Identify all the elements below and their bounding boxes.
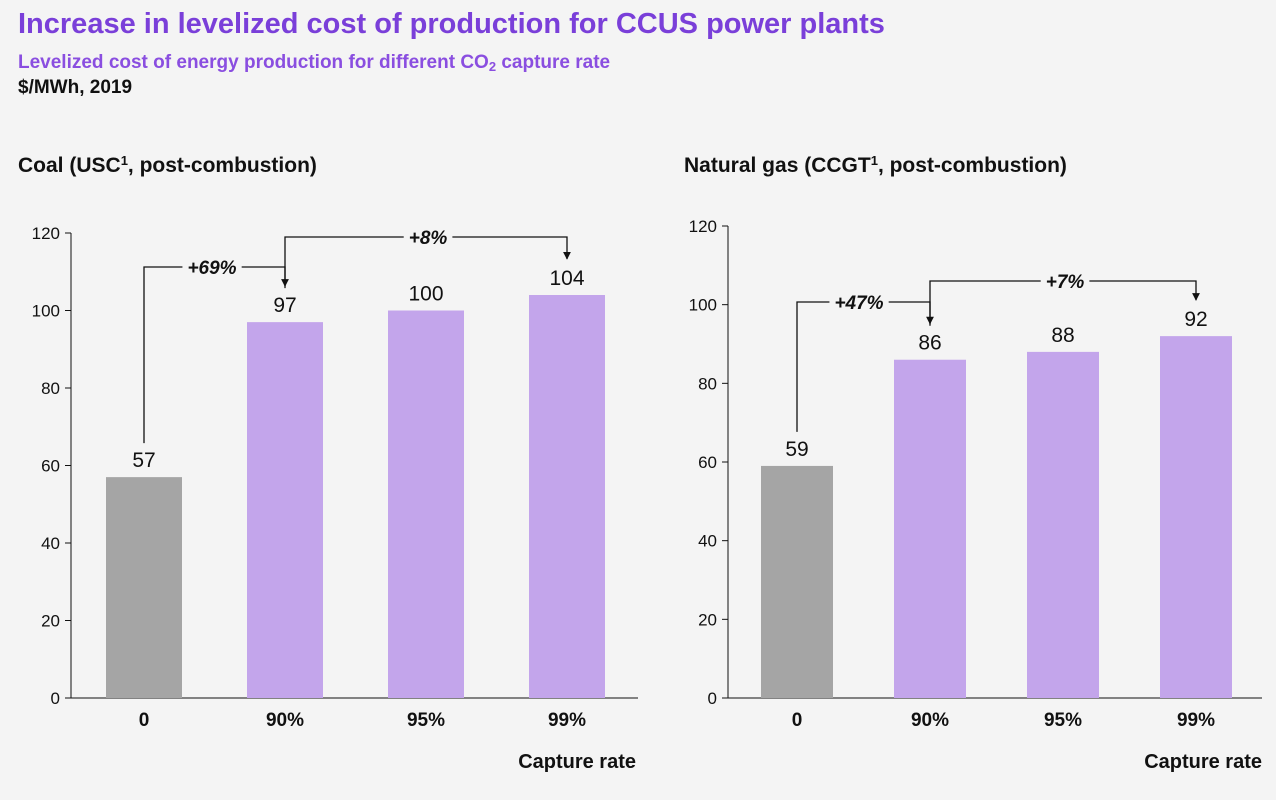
x-tick-label: 99%	[548, 710, 586, 731]
growth-label: +69%	[187, 258, 236, 279]
data-label: 92	[1184, 308, 1207, 331]
bar	[761, 465, 833, 698]
x-tick-label: 95%	[1044, 710, 1082, 731]
coal-title-text: Coal (USC	[18, 154, 121, 177]
subtitle-subscript: 2	[488, 59, 497, 74]
data-label: 100	[408, 283, 443, 306]
y-tick-label: 20	[41, 612, 60, 631]
coal-title-text-end: , post-combustion)	[127, 154, 317, 177]
growth-label: +8%	[409, 228, 448, 249]
data-label: 57	[132, 449, 155, 472]
growth-label: +7%	[1046, 272, 1085, 293]
y-tick-label: 60	[698, 453, 717, 472]
x-tick-label: 99%	[1177, 710, 1215, 731]
page-subtitle: Levelized cost of energy production for …	[18, 52, 610, 74]
growth-label-background	[829, 293, 889, 314]
x-tick-label: 90%	[266, 710, 304, 731]
subtitle-text: Levelized cost of energy production for …	[18, 52, 489, 73]
gas-title-text: Natural gas (CCGT	[684, 154, 871, 177]
growth-label-background	[403, 228, 453, 249]
growth-label-background	[1040, 272, 1090, 293]
x-axis-title: Capture rate	[1144, 751, 1262, 773]
data-label: 97	[273, 294, 296, 317]
y-tick-label: 80	[41, 379, 60, 398]
unit-label: $/MWh, 2019	[18, 77, 133, 98]
y-tick-label: 120	[689, 217, 717, 236]
y-tick-label: 60	[41, 457, 60, 476]
x-tick-label: 0	[792, 710, 803, 731]
gas-title-text-end: , post-combustion)	[877, 154, 1067, 177]
y-tick-label: 20	[698, 610, 717, 629]
subtitle-text-end: capture rate	[496, 52, 611, 73]
data-label: 88	[1051, 324, 1074, 347]
y-tick-label: 40	[41, 534, 60, 553]
x-tick-label: 90%	[911, 710, 949, 731]
data-label: 104	[549, 267, 584, 290]
page-title: Increase in levelized cost of production…	[18, 8, 885, 40]
bar	[1027, 351, 1099, 698]
y-tick-label: 40	[698, 532, 717, 551]
bar	[529, 295, 605, 698]
footnote-marker: 1	[120, 153, 128, 168]
footnote-marker: 1	[870, 153, 878, 168]
growth-label-background	[182, 258, 242, 279]
bar	[388, 310, 464, 698]
growth-label: +47%	[834, 293, 883, 314]
bar	[894, 359, 966, 698]
y-tick-label: 120	[32, 224, 60, 243]
y-tick-label: 0	[51, 689, 60, 708]
data-label: 86	[918, 332, 941, 355]
y-tick-label: 0	[708, 689, 717, 708]
y-tick-label: 100	[32, 302, 60, 321]
y-tick-label: 100	[689, 296, 717, 315]
coal-chart-title: Coal (USC1, post-combustion)	[18, 154, 317, 178]
gas-chart-title: Natural gas (CCGT1, post-combustion)	[684, 154, 1067, 178]
y-tick-label: 80	[698, 374, 717, 393]
data-label: 59	[785, 438, 808, 461]
x-tick-label: 0	[139, 710, 150, 731]
bar	[247, 322, 323, 698]
x-tick-label: 95%	[407, 710, 445, 731]
bar	[1160, 336, 1232, 698]
x-axis-title: Capture rate	[518, 751, 636, 773]
bar	[106, 477, 182, 698]
